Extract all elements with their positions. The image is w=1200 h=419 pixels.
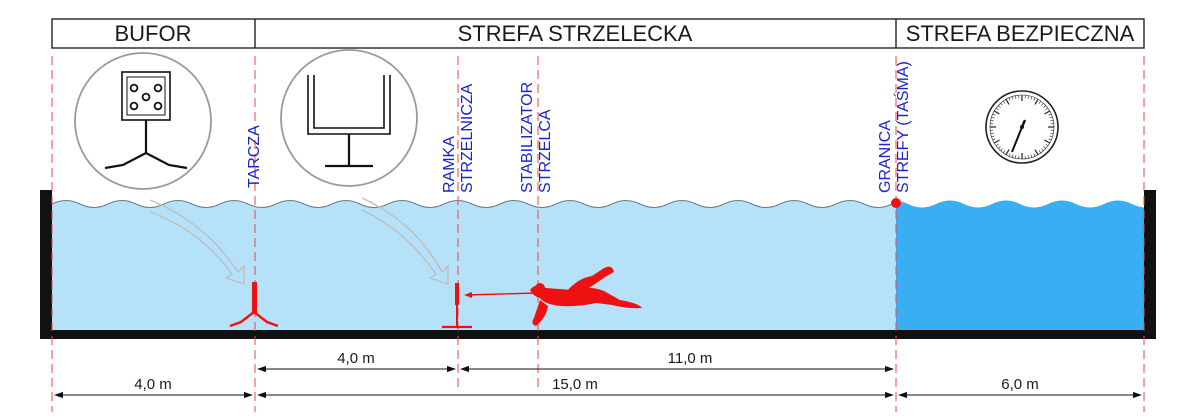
dim-stabilizer-boundary: 11,0 m xyxy=(668,350,713,367)
stopwatch-tick xyxy=(1049,135,1053,138)
stopwatch-tick xyxy=(1000,148,1003,151)
pool-wall-left xyxy=(40,190,52,339)
stopwatch-tick xyxy=(990,120,994,122)
stopwatch-tick xyxy=(1045,143,1049,147)
stopwatch-tick xyxy=(1000,103,1003,106)
stopwatch-tick xyxy=(1043,146,1046,149)
callout-arrow-frame xyxy=(361,197,449,285)
stopwatch-tick xyxy=(1043,105,1046,108)
stopwatch-tick xyxy=(995,107,999,111)
stopwatch-icon xyxy=(985,90,1059,164)
stopwatch-tick xyxy=(1002,100,1006,104)
stopwatch-tick xyxy=(1030,96,1033,100)
stopwatch-tick xyxy=(991,116,995,119)
target-stand xyxy=(229,282,279,328)
label-target: TARCZA xyxy=(246,125,263,188)
label-boundary-line1: GRANICA xyxy=(877,120,894,193)
stopwatch-tick xyxy=(1033,97,1036,101)
boundary-marker xyxy=(891,198,901,208)
stopwatch-tick xyxy=(992,138,996,141)
pool-structure xyxy=(40,190,1156,339)
water-shooting xyxy=(52,200,896,330)
stopwatch-tick xyxy=(1044,139,1051,144)
stopwatch-tick xyxy=(1044,110,1051,115)
stopwatch-tick xyxy=(1048,138,1052,141)
stopwatch-tick xyxy=(998,146,1001,149)
dim-buffer: 4,0 m xyxy=(134,376,172,393)
zone-header: BUFOR STREFA STRZELECKA STREFA BEZPIECZN… xyxy=(51,18,1145,49)
stopwatch-tick xyxy=(1038,100,1042,104)
label-stabilizer-line2: STRZELCA xyxy=(537,109,554,193)
stopwatch-tick xyxy=(1041,148,1044,151)
zone-title-shooting: STREFA STRZELECKA xyxy=(458,21,693,46)
frame-stand xyxy=(442,283,472,329)
stopwatch-tick xyxy=(1049,116,1053,119)
stopwatch-tick xyxy=(1038,150,1042,154)
stopwatch-tick xyxy=(1027,95,1029,99)
zone-guides xyxy=(51,56,1145,412)
stopwatch-tick xyxy=(1027,155,1029,159)
spearfisher-icon xyxy=(464,266,642,326)
stopwatch-tick xyxy=(993,139,1000,144)
stopwatch-tick xyxy=(1005,149,1010,156)
stopwatch-tick xyxy=(993,110,1000,115)
stopwatch-tick xyxy=(1050,120,1054,122)
stopwatch-tick xyxy=(992,113,996,116)
stopwatch-tick xyxy=(1008,153,1011,157)
wave-line xyxy=(51,200,893,208)
callout-arrow-target xyxy=(149,199,245,285)
stopwatch-tick xyxy=(998,105,1001,108)
stopwatch-tick xyxy=(1005,98,1010,105)
label-boundary-line2: STREFY (TAŚMA) xyxy=(893,61,912,193)
stopwatch-tick xyxy=(1008,97,1011,101)
stopwatch-tick xyxy=(1011,96,1014,100)
label-frame-line1: RAMKA xyxy=(441,136,458,193)
target-icon xyxy=(104,71,188,170)
stopwatch-tick xyxy=(991,135,995,138)
pool-wall-right xyxy=(1144,190,1156,339)
dim-shooting: 15,0 m xyxy=(552,376,598,393)
stopwatch-tick xyxy=(1002,150,1006,154)
target-detail-callout xyxy=(74,52,245,285)
label-frame-line2: STRZELNICZA xyxy=(459,83,476,193)
stopwatch-tick xyxy=(1034,149,1039,156)
dim-safe: 6,0 m xyxy=(1001,376,1039,393)
stopwatch-tick xyxy=(990,132,994,134)
stopwatch-tick xyxy=(1030,154,1033,158)
stopwatch-tick xyxy=(1048,113,1052,116)
frame-detail-callout xyxy=(280,49,449,285)
zone-title-safe: STREFA BEZPIECZNA xyxy=(906,21,1135,46)
pool-water xyxy=(51,200,1144,330)
dim-frame-target: 4,0 m xyxy=(337,350,375,367)
stopwatch-tick xyxy=(1045,107,1049,111)
stopwatch-tick xyxy=(995,143,999,147)
zone-title-buffer: BUFOR xyxy=(115,21,192,46)
frame-icon xyxy=(307,75,391,168)
stopwatch-tick xyxy=(1011,154,1014,158)
dimension-values: 4,0 m 11,0 m 4,0 m 15,0 m 6,0 m xyxy=(134,350,1039,393)
dimension-lines xyxy=(54,365,1142,399)
stopwatch-tick xyxy=(1041,103,1044,106)
stopwatch-tick xyxy=(1015,155,1017,159)
stopwatch-tick xyxy=(1034,98,1039,105)
stopwatch-tick xyxy=(1050,132,1054,134)
stopwatch-tick xyxy=(1033,153,1036,157)
equipment-labels: TARCZA RAMKA STRZELNICZA STABILIZATOR ST… xyxy=(246,61,912,193)
pool-bottom xyxy=(40,330,1156,339)
stopwatch-tick xyxy=(1015,95,1017,99)
label-stabilizer-line1: STABILIZATOR xyxy=(519,82,536,193)
water-safe xyxy=(896,200,1144,330)
